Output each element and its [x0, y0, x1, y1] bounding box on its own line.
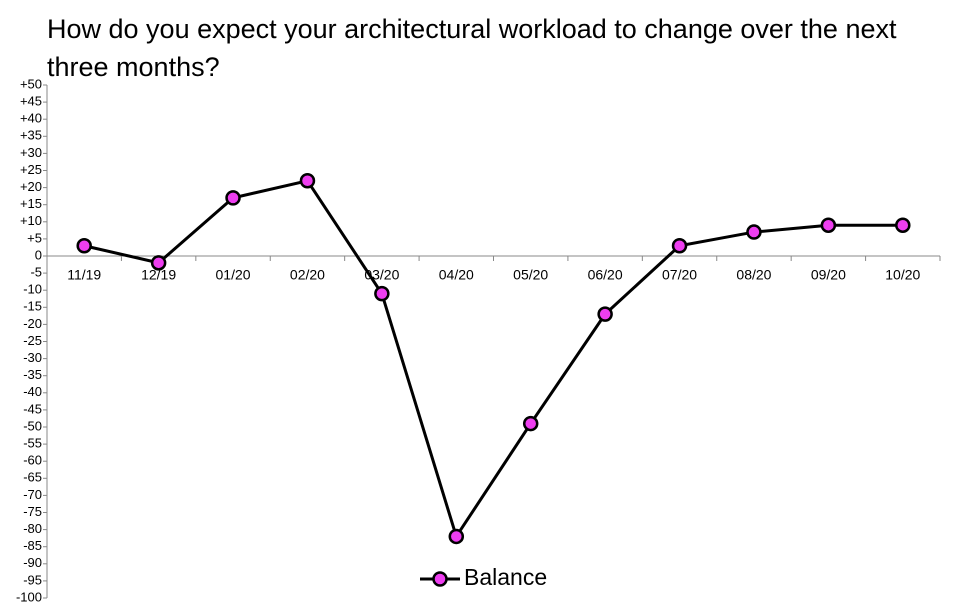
data-point: [746, 224, 762, 240]
y-tick-label: +35: [20, 128, 42, 143]
data-point: [225, 190, 241, 206]
y-tick-label: -55: [23, 436, 42, 451]
y-tick-label: -10: [23, 282, 42, 297]
x-tick-label: 07/20: [662, 267, 697, 283]
y-tick-label: -65: [23, 470, 42, 485]
y-tick-label: -25: [23, 333, 42, 348]
y-tick-label: -95: [23, 572, 42, 587]
data-point: [671, 237, 688, 254]
y-tick-label: +45: [20, 94, 42, 109]
y-tick-label: 0: [35, 247, 42, 262]
y-tick-label: +20: [20, 179, 42, 194]
data-point: [820, 217, 837, 233]
y-tick-label: -30: [23, 350, 42, 365]
data-point: [374, 285, 390, 302]
y-tick-label: -45: [23, 401, 42, 416]
y-tick-label: -70: [23, 487, 42, 502]
y-tick-label: +30: [20, 145, 42, 160]
y-tick-label: -15: [23, 299, 42, 314]
data-point: [448, 528, 465, 545]
x-tick-label: 12/19: [141, 267, 176, 283]
data-point: [299, 173, 316, 189]
data-point: [150, 255, 167, 271]
y-tick-label: -100: [16, 589, 42, 604]
x-tick-label: 05/20: [513, 267, 548, 283]
y-tick-label: +10: [20, 213, 42, 228]
y-tick-label: +40: [20, 111, 42, 126]
x-tick-label: 06/20: [588, 267, 623, 283]
data-point: [597, 306, 613, 322]
x-tick-label: 10/20: [885, 267, 920, 283]
y-tick-label: -20: [23, 316, 42, 331]
x-tick-label: 04/20: [439, 267, 474, 283]
y-tick-label: -35: [23, 367, 42, 382]
y-tick-label: -80: [23, 521, 42, 536]
x-tick-label: 01/20: [216, 267, 251, 283]
data-point: [76, 237, 92, 254]
y-tick-label: -40: [23, 384, 42, 399]
y-tick-label: -90: [23, 555, 42, 570]
y-tick-label: -85: [23, 538, 42, 553]
x-tick-label: 02/20: [290, 267, 325, 283]
y-tick-label: -75: [23, 504, 42, 519]
data-point: [895, 217, 911, 233]
series-line: [83, 179, 903, 540]
legend-label: Balance: [464, 564, 547, 590]
y-tick-label: -5: [30, 265, 42, 280]
x-tick-label: 08/20: [736, 267, 771, 283]
chart-title: How do you expect your architectural wor…: [47, 14, 897, 82]
y-tick-label: +50: [20, 76, 42, 91]
x-tick-label: 11/19: [67, 267, 101, 283]
y-tick-label: +15: [20, 196, 42, 211]
legend-marker: [432, 571, 448, 587]
y-tick-label: +5: [27, 230, 42, 245]
x-tick-label: 09/20: [811, 267, 846, 283]
data-point: [522, 415, 539, 432]
y-tick-label: +25: [20, 162, 42, 177]
y-tick-label: -50: [23, 418, 42, 433]
y-tick-label: -60: [23, 453, 42, 468]
